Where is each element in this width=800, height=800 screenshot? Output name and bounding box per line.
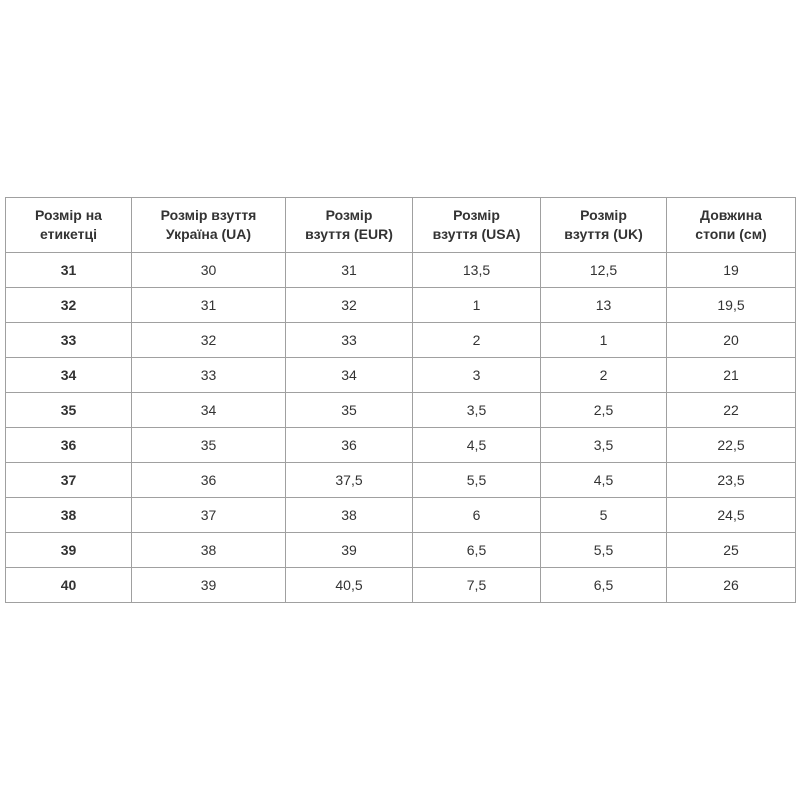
- table-row: 35 34 35 3,5 2,5 22: [5, 392, 796, 428]
- size-cell: 1: [540, 322, 667, 358]
- label-size-cell: 32: [5, 287, 132, 323]
- size-cell: 4,5: [540, 462, 667, 498]
- size-cell: 13,5: [412, 252, 541, 288]
- size-cell: 4,5: [412, 427, 541, 463]
- size-cell: 32: [285, 287, 413, 323]
- size-cell: 23,5: [666, 462, 796, 498]
- size-cell: 35: [285, 392, 413, 428]
- table-row: 31 30 31 13,5 12,5 19: [5, 252, 796, 288]
- table-body: 31 30 31 13,5 12,5 19 32 31 32 1 13 19,5 33 32 33 2 1 20 3…: [5, 252, 796, 603]
- size-cell: 3: [412, 357, 541, 393]
- size-cell: 36: [285, 427, 413, 463]
- header-row: Розмір на етикетці Розмір взуття Україна …: [5, 197, 796, 253]
- table-row: 39 38 39 6,5 5,5 25: [5, 532, 796, 568]
- size-cell: 19,5: [666, 287, 796, 323]
- label-size-cell: 35: [5, 392, 132, 428]
- size-cell: 38: [131, 532, 286, 568]
- size-cell: 25: [666, 532, 796, 568]
- size-cell: 6: [412, 497, 541, 533]
- size-cell: 22,5: [666, 427, 796, 463]
- size-cell: 38: [285, 497, 413, 533]
- size-cell: 7,5: [412, 567, 541, 603]
- size-cell: 2,5: [540, 392, 667, 428]
- size-cell: 5,5: [540, 532, 667, 568]
- size-cell: 33: [285, 322, 413, 358]
- size-cell: 37: [131, 497, 286, 533]
- header-cell: Довжина стопи (см): [666, 197, 796, 253]
- size-cell: 3,5: [412, 392, 541, 428]
- label-size-cell: 31: [5, 252, 132, 288]
- size-cell: 6,5: [412, 532, 541, 568]
- table-row: 37 36 37,5 5,5 4,5 23,5: [5, 462, 796, 498]
- size-cell: 12,5: [540, 252, 667, 288]
- table-row: 38 37 38 6 5 24,5: [5, 497, 796, 533]
- header-cell: Розмір взуття (UK): [540, 197, 667, 253]
- size-cell: 39: [285, 532, 413, 568]
- label-size-cell: 38: [5, 497, 132, 533]
- table-row: 34 33 34 3 2 21: [5, 357, 796, 393]
- size-cell: 34: [285, 357, 413, 393]
- size-cell: 32: [131, 322, 286, 358]
- size-cell: 33: [131, 357, 286, 393]
- size-cell: 1: [412, 287, 541, 323]
- size-cell: 40,5: [285, 567, 413, 603]
- label-size-cell: 37: [5, 462, 132, 498]
- size-cell: 5,5: [412, 462, 541, 498]
- size-cell: 31: [131, 287, 286, 323]
- size-cell: 37,5: [285, 462, 413, 498]
- label-size-cell: 39: [5, 532, 132, 568]
- table-row: 32 31 32 1 13 19,5: [5, 287, 796, 323]
- table-row: 40 39 40,5 7,5 6,5 26: [5, 567, 796, 603]
- table-row: 33 32 33 2 1 20: [5, 322, 796, 358]
- label-size-cell: 34: [5, 357, 132, 393]
- label-size-cell: 33: [5, 322, 132, 358]
- size-cell: 2: [540, 357, 667, 393]
- size-cell: 35: [131, 427, 286, 463]
- size-cell: 6,5: [540, 567, 667, 603]
- size-cell: 22: [666, 392, 796, 428]
- header-cell: Розмір взуття (EUR): [285, 197, 413, 253]
- size-cell: 34: [131, 392, 286, 428]
- header-cell: Розмір взуття Україна (UA): [131, 197, 286, 253]
- size-cell: 31: [285, 252, 413, 288]
- size-cell: 26: [666, 567, 796, 603]
- size-cell: 20: [666, 322, 796, 358]
- size-table: Розмір на етикетці Розмір взуття Україна …: [5, 197, 796, 603]
- label-size-cell: 40: [5, 567, 132, 603]
- label-size-cell: 36: [5, 427, 132, 463]
- size-cell: 39: [131, 567, 286, 603]
- size-cell: 30: [131, 252, 286, 288]
- size-cell: 13: [540, 287, 667, 323]
- size-cell: 3,5: [540, 427, 667, 463]
- size-cell: 2: [412, 322, 541, 358]
- header-cell: Розмір на етикетці: [5, 197, 132, 253]
- size-cell: 21: [666, 357, 796, 393]
- size-cell: 19: [666, 252, 796, 288]
- size-cell: 36: [131, 462, 286, 498]
- table-row: 36 35 36 4,5 3,5 22,5: [5, 427, 796, 463]
- size-cell: 24,5: [666, 497, 796, 533]
- size-cell: 5: [540, 497, 667, 533]
- header-cell: Розмір взуття (USA): [412, 197, 541, 253]
